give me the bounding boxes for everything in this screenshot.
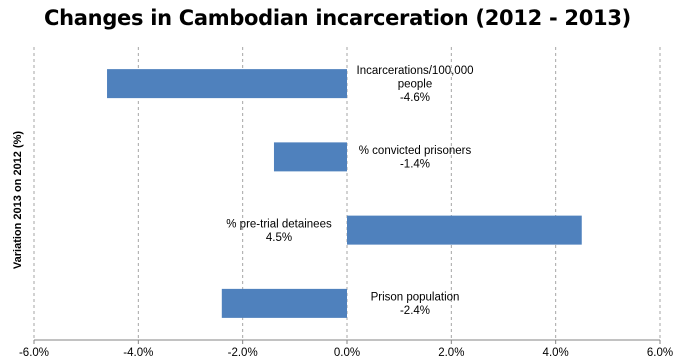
x-tick-label: -2.0% (228, 347, 258, 359)
data-label: -1.4% (400, 159, 430, 171)
x-tick-label: 4.0% (543, 347, 569, 359)
bar (221, 288, 347, 318)
chart-title: Changes in Cambodian incarceration (2012… (44, 6, 631, 30)
data-label: % pre-trial detainees (226, 218, 332, 230)
x-tick-label: 2.0% (438, 347, 464, 359)
data-label: -4.6% (400, 92, 430, 104)
bar (273, 142, 347, 172)
bar (347, 215, 582, 245)
bar (107, 69, 348, 99)
x-tick-label: -4.0% (123, 347, 153, 359)
data-label: 4.5% (266, 232, 292, 244)
data-label: Prison population (371, 292, 460, 304)
data-label: Incarcerations/100,000 (357, 65, 474, 77)
data-label: people (398, 79, 433, 91)
x-tick-label: 6.0% (647, 347, 673, 359)
data-label: -2.4% (400, 305, 430, 317)
x-tick-label: 0.0% (334, 347, 360, 359)
x-tick-label: -6.0% (19, 347, 49, 359)
data-label: % convicted prisoners (359, 145, 472, 157)
